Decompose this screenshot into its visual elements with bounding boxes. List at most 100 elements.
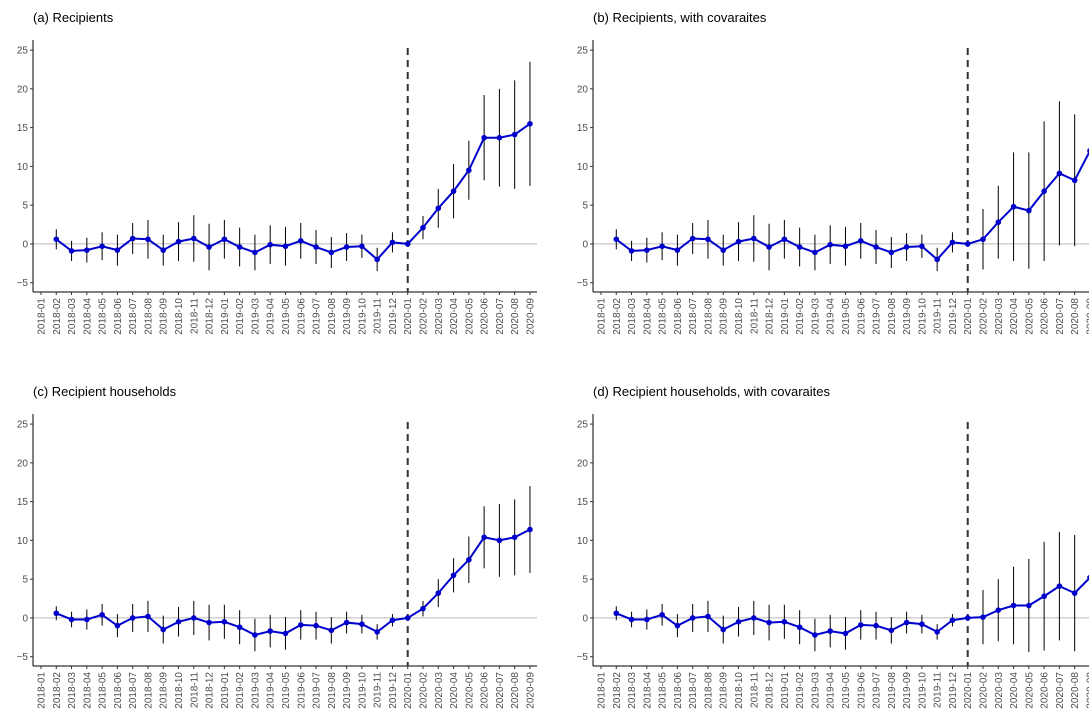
point: [873, 622, 879, 629]
point: [781, 619, 788, 625]
point: [949, 239, 956, 246]
x-tick-label: 2020-01: [403, 672, 414, 709]
point: [689, 235, 696, 242]
y-tick-label: 25: [577, 420, 589, 431]
point: [812, 632, 818, 638]
x-tick-label: 2020-04: [449, 672, 460, 709]
x-tick-label: 2018-09: [159, 298, 170, 335]
point: [1026, 602, 1032, 609]
x-tick-label: 2020-06: [1040, 298, 1051, 335]
point: [389, 617, 396, 624]
y-tick-label: 0: [22, 613, 28, 624]
x-tick-label: 2018-08: [703, 672, 714, 709]
point: [114, 247, 121, 253]
x-tick-label: 2018-08: [703, 298, 714, 335]
point: [252, 249, 258, 256]
x-tick-label: 2018-02: [52, 672, 63, 709]
y-tick-label: 10: [577, 162, 589, 173]
point: [53, 236, 60, 243]
point: [888, 249, 895, 256]
y-tick-label: 15: [577, 123, 589, 134]
x-tick-label: 2018-11: [189, 672, 200, 708]
x-tick-label: 2020-01: [403, 298, 414, 335]
point: [842, 630, 849, 637]
x-tick-label: 2020-08: [1070, 298, 1081, 335]
point: [282, 243, 289, 250]
x-tick-label: 2019-07: [312, 672, 323, 709]
x-tick-label: 2018-09: [719, 298, 730, 335]
x-tick-label: 2019-06: [296, 672, 307, 709]
x-tick-label: 2020-04: [449, 298, 460, 335]
line: [615, 577, 1089, 637]
point: [481, 134, 487, 141]
point: [735, 238, 742, 245]
x-tick-label: 2019-10: [357, 672, 368, 709]
x-tick-label: 2019-03: [250, 298, 261, 335]
point: [919, 243, 925, 250]
x-tick-label: 2019-02: [795, 672, 806, 709]
y-tick-label: 20: [17, 84, 29, 95]
point: [903, 244, 910, 250]
point: [252, 632, 258, 638]
x-tick-label: 2020-07: [495, 298, 506, 335]
point: [1071, 177, 1078, 184]
x-tick-label: 2020-09: [1085, 298, 1089, 335]
point: [934, 629, 940, 635]
x-tick-label: 2019-06: [296, 298, 307, 335]
point: [374, 629, 380, 635]
point: [466, 556, 472, 563]
point: [236, 244, 243, 250]
x-tick-label: 2018-06: [673, 672, 684, 709]
x-tick-label: 2018-05: [98, 298, 109, 335]
point: [221, 619, 228, 625]
x-tick-label: 2019-11: [373, 672, 384, 708]
x-tick-label: 2020-09: [525, 298, 536, 335]
x-tick-label: 2020-02: [419, 298, 430, 335]
x-tick-label: 2019-01: [220, 672, 231, 709]
x-tick-label: 2019-02: [795, 298, 806, 335]
x-tick-label: 2019-05: [841, 298, 852, 335]
point: [659, 243, 665, 250]
x-tick-label: 2019-03: [250, 672, 261, 709]
point: [689, 615, 696, 621]
x-tick-label: 2018-05: [98, 672, 109, 709]
x-tick-label: 2019-12: [948, 298, 959, 335]
point: [781, 236, 788, 243]
x-tick-label: 2019-06: [856, 672, 867, 709]
x-tick-label: 2018-09: [159, 672, 170, 709]
y-tick-label: 10: [17, 536, 29, 547]
x-tick-label: 2018-10: [174, 672, 185, 709]
x-tick-label: 2020-04: [1009, 298, 1020, 335]
panel: (c) Recipient households −5 0 5 10 15 20 25 2018…: [17, 384, 537, 709]
x-tick-label: 2019-11: [933, 672, 944, 708]
panel: (b) Recipients, with covaraites −5 0 5 10 15 2…: [577, 10, 1089, 335]
point: [827, 628, 833, 634]
x-tick-label: 2019-08: [887, 672, 898, 709]
x-tick-label: 2018-10: [174, 298, 185, 335]
point: [145, 613, 151, 620]
point: [720, 247, 727, 253]
x-tick-label: 2018-07: [128, 672, 139, 709]
x-tick-label: 2019-08: [327, 298, 338, 335]
x-tick-label: 2020-01: [963, 672, 974, 709]
x-tick-label: 2018-12: [205, 298, 216, 335]
point: [160, 626, 167, 633]
x-tick-label: 2019-04: [266, 672, 277, 709]
point: [511, 131, 518, 138]
y-tick-label: 5: [582, 201, 588, 212]
point: [221, 236, 228, 243]
x-tick-label: 2019-01: [220, 298, 231, 335]
x-tick-label: 2019-05: [281, 298, 292, 335]
x-tick-label: 2018-10: [734, 672, 745, 709]
x-tick-label: 2019-12: [388, 672, 399, 709]
point: [873, 244, 879, 250]
point: [313, 244, 319, 250]
x-tick-label: 2018-01: [37, 672, 48, 709]
x-tick-label: 2020-06: [480, 298, 491, 335]
x-tick-label: 2019-01: [780, 672, 791, 709]
x-tick-label: 2018-03: [627, 298, 638, 335]
point: [129, 615, 136, 621]
point: [751, 615, 757, 621]
x-tick-label: 2020-08: [1070, 672, 1081, 709]
